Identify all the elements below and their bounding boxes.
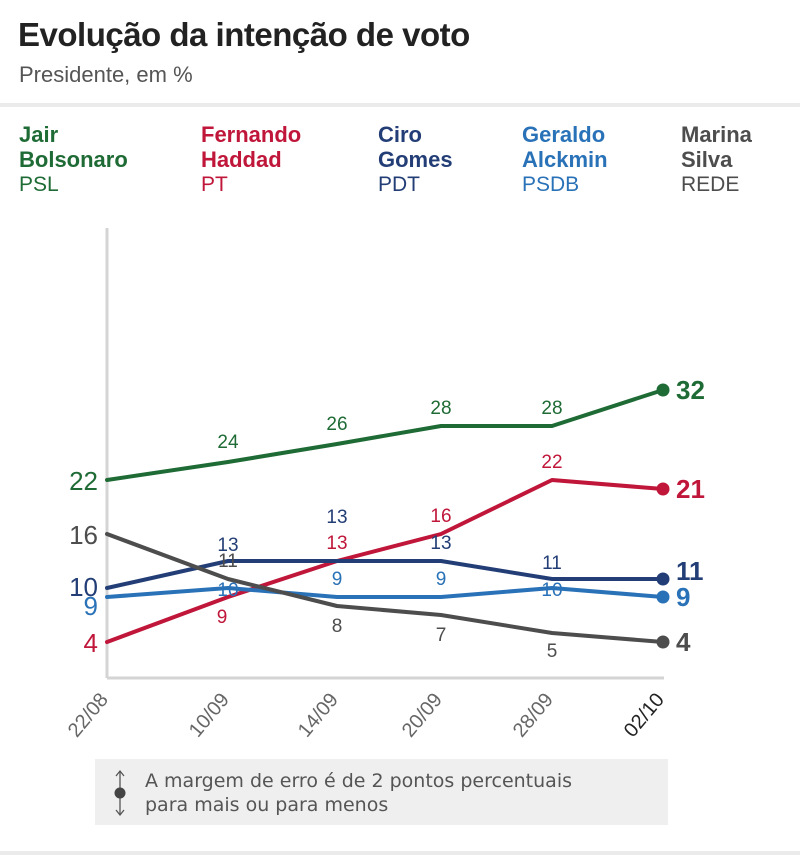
legend-first-name: Ciro (378, 122, 422, 147)
error-margin-icon (114, 769, 126, 817)
series-line-bolsonaro (105, 388, 665, 482)
start-label-bolsonaro: 22 (69, 466, 98, 496)
end-marker-marina (656, 635, 670, 649)
end-marker-alckmin (656, 590, 670, 604)
chart-subtitle: Presidente, em % (19, 62, 193, 87)
data-label-haddad: 9 (217, 607, 228, 628)
legend-last-name: Alckmin (522, 147, 608, 172)
data-label-alckmin: 9 (436, 569, 447, 590)
legend-item-marina: Marina Silva REDE (681, 122, 752, 197)
legend-party: PDT (378, 173, 420, 196)
data-label-haddad: 22 (541, 452, 562, 473)
legend-last-name: Haddad (201, 147, 282, 172)
legend-last-name: Silva (681, 147, 733, 172)
end-label-haddad: 21 (676, 474, 705, 504)
data-label-bolsonaro: 28 (541, 398, 562, 419)
data-label-marina: 11 (218, 551, 238, 572)
data-label-marina: 5 (547, 641, 558, 662)
start-label-ciro: 10 (69, 572, 98, 602)
end-marker-haddad (656, 482, 670, 496)
note-line-1: A margem de erro é de 2 pontos percentua… (145, 770, 572, 792)
data-label-bolsonaro: 26 (326, 414, 347, 435)
x-tick-label: 22/08 (64, 689, 113, 741)
series-line-alckmin (105, 586, 665, 599)
data-label-ciro: 11 (542, 553, 562, 574)
end-marker-bolsonaro (656, 383, 670, 397)
data-label-bolsonaro: 28 (430, 398, 451, 419)
legend-first-name: Fernando (201, 122, 302, 147)
legend-item-bolsonaro: Jair Bolsonaro PSL (19, 122, 128, 197)
series-line-haddad (105, 478, 665, 644)
start-label-alckmin: 9 (84, 591, 98, 621)
series-line-marina (105, 532, 665, 644)
x-tick-label: 28/09 (509, 689, 558, 741)
data-label-ciro: 13 (326, 507, 347, 528)
data-label-marina: 8 (332, 616, 343, 637)
data-label-marina: 7 (436, 625, 447, 646)
end-label-bolsonaro: 32 (676, 375, 705, 405)
data-label-ciro: 13 (430, 533, 451, 554)
x-tick-label: 02/10 (620, 689, 669, 741)
legend: Jair Bolsonaro PSL Fernando Haddad PT Ci… (0, 122, 800, 202)
data-label-haddad: 13 (326, 533, 347, 554)
end-label-marina: 4 (676, 627, 691, 657)
legend-party: PSDB (522, 173, 580, 196)
legend-item-haddad: Fernando Haddad PT (201, 122, 301, 197)
data-label-alckmin: 9 (332, 569, 343, 590)
x-tick-label: 10/09 (185, 689, 234, 741)
error-margin-note: A margem de erro é de 2 pontos percentua… (95, 759, 668, 825)
legend-last-name: Gomes (378, 147, 453, 172)
footer-divider (0, 851, 800, 855)
series-line-ciro (105, 559, 665, 590)
end-marker-ciro (656, 572, 670, 586)
error-margin-text: A margem de erro é de 2 pontos percentua… (145, 769, 572, 817)
legend-first-name: Marina (681, 122, 752, 147)
start-label-haddad: 4 (84, 628, 98, 658)
start-label-marina: 16 (69, 520, 98, 550)
legend-last-name: Bolsonaro (19, 147, 128, 172)
data-label-haddad: 16 (430, 506, 451, 527)
header-divider (0, 103, 800, 107)
data-label-alckmin: 10 (541, 580, 562, 601)
chart-title: Evolução da intenção de voto (18, 16, 470, 53)
x-tick-label: 14/09 (294, 689, 343, 741)
x-tick-label: 20/09 (398, 689, 447, 741)
data-label-ciro: 13 (217, 535, 238, 556)
legend-party: PT (201, 173, 228, 196)
legend-party: PSL (19, 173, 59, 196)
legend-item-alckmin: Geraldo Alckmin PSDB (522, 122, 608, 197)
end-label-alckmin: 9 (676, 582, 690, 612)
data-label-bolsonaro: 24 (217, 432, 239, 453)
legend-first-name: Jair (19, 122, 59, 147)
legend-item-ciro: Ciro Gomes PDT (378, 122, 453, 197)
data-label-alckmin: 10 (217, 580, 238, 601)
note-line-2: para mais ou para menos (145, 794, 389, 816)
legend-first-name: Geraldo (522, 122, 606, 147)
end-label-ciro: 11 (676, 556, 704, 586)
line-chart: 22/08 10/09 14/09 20/09 28/09 02/102241091624… (64, 228, 705, 742)
legend-party: REDE (681, 173, 740, 196)
